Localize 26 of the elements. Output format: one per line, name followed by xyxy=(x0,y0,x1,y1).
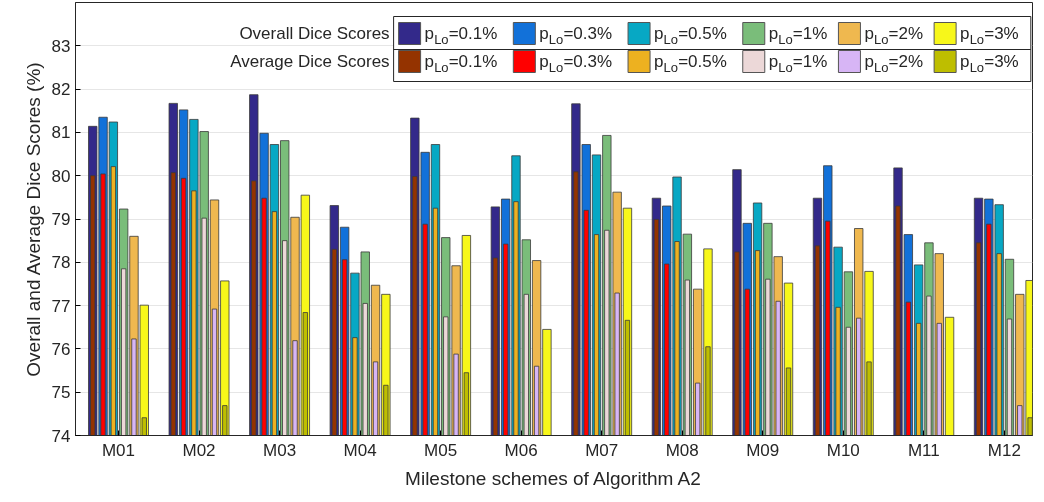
x-tick-label: M01 xyxy=(101,440,136,460)
x-tick-label: M08 xyxy=(665,440,699,460)
y-axis-title: Overall and Average Dice Scores (%) xyxy=(22,62,44,377)
y-tick-label: 81 xyxy=(51,123,71,143)
x-tick-label: M12 xyxy=(987,440,1021,460)
y-tick-label: 78 xyxy=(51,253,71,273)
x-tick-label: M11 xyxy=(907,440,940,460)
x-tick-label: M06 xyxy=(504,440,538,460)
y-tick-label: 83 xyxy=(51,36,71,56)
annotation: Average Dice Scores xyxy=(230,52,390,71)
x-tick-label: M04 xyxy=(343,440,377,460)
y-tick-label: 75 xyxy=(51,383,71,403)
x-tick-label: M02 xyxy=(182,440,216,460)
y-tick-label: 82 xyxy=(51,80,71,100)
annotation: Overall Dice Scores xyxy=(239,24,390,43)
x-tick-label: M10 xyxy=(826,440,860,460)
x-axis-title: Milestone schemes of Algorithm A2 xyxy=(405,467,701,489)
x-tick-label: M05 xyxy=(424,440,458,460)
y-tick-label: 80 xyxy=(51,166,71,186)
x-tick-label: M07 xyxy=(585,440,619,460)
y-tick-label: 76 xyxy=(51,339,71,359)
x-tick-label: M03 xyxy=(263,440,297,460)
y-tick-label: 74 xyxy=(51,426,71,446)
y-tick-label: 79 xyxy=(51,210,71,229)
x-tick-label: M09 xyxy=(746,440,780,460)
y-tick-label: 77 xyxy=(51,296,71,316)
